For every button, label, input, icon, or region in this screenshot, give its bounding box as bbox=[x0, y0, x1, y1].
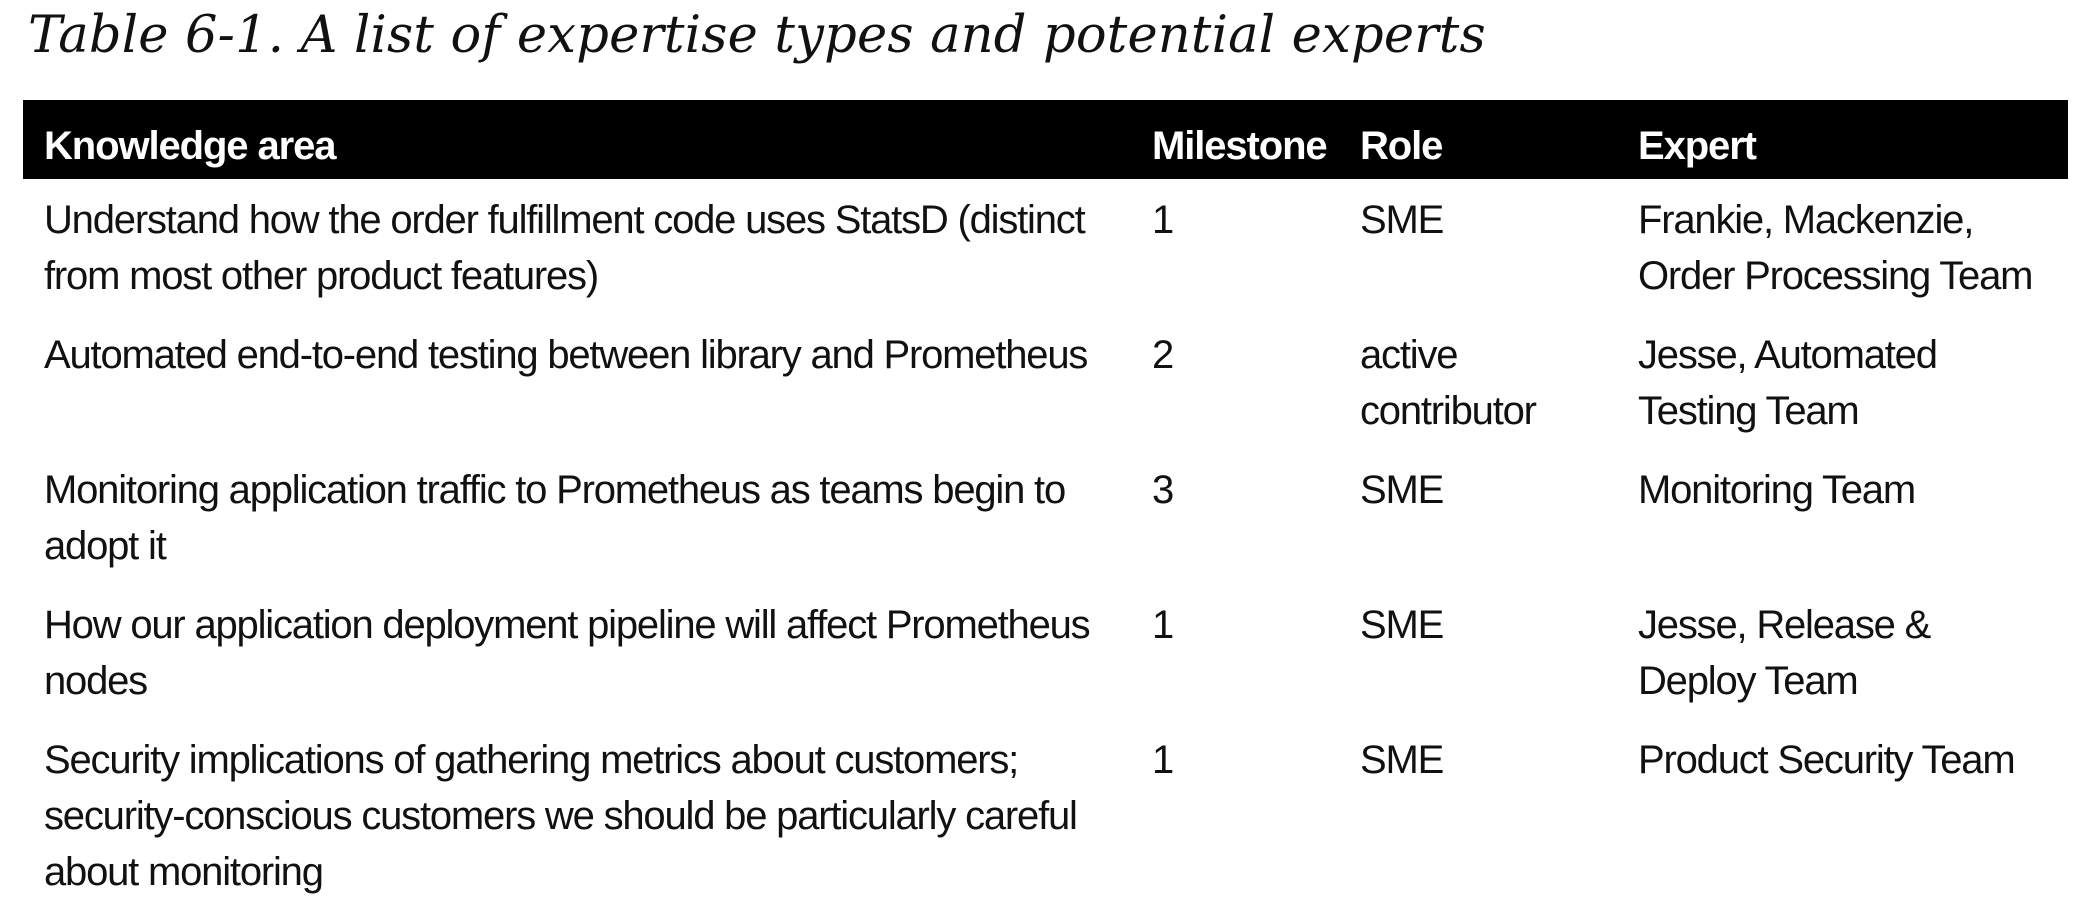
cell-role: active contributor bbox=[1360, 333, 1537, 433]
cell-role: SME bbox=[1360, 738, 1444, 782]
cell-milestone: 1 bbox=[1152, 198, 1174, 242]
cell-expert: Jesse, Automated Testing Team bbox=[1638, 333, 1938, 433]
cell-expert: Frankie, Mackenzie, Order Processing Tea… bbox=[1638, 198, 2033, 298]
table-row: Automated end-to-end testing between lib… bbox=[23, 314, 2068, 449]
cell-role: SME bbox=[1360, 603, 1444, 647]
header-milestone: Milestone bbox=[1152, 124, 1328, 168]
cell-milestone: 1 bbox=[1152, 738, 1174, 782]
header-role: Role bbox=[1360, 124, 1443, 168]
cell-role: SME bbox=[1360, 198, 1444, 242]
cell-role: SME bbox=[1360, 468, 1444, 512]
cell-knowledge-area: Security implications of gathering metri… bbox=[44, 738, 1078, 894]
table-body: Understand how the order fulfillment cod… bbox=[23, 179, 2068, 910]
cell-expert: Jesse, Release & Deploy Team bbox=[1638, 603, 1931, 703]
table-row: Security implications of gathering metri… bbox=[23, 719, 2068, 910]
cell-knowledge-area: Understand how the order fulfillment cod… bbox=[44, 198, 1086, 298]
cell-knowledge-area: How our application deployment pipeline … bbox=[44, 603, 1091, 703]
header-row: Knowledge area Milestone Role Expert bbox=[23, 100, 2068, 179]
table-row: Understand how the order fulfillment cod… bbox=[23, 179, 2068, 314]
table-caption: Table 6-1. A list of expertise types and… bbox=[28, 6, 1486, 65]
header-expert: Expert bbox=[1638, 124, 1757, 168]
cell-milestone: 1 bbox=[1152, 603, 1174, 647]
table-row: How our application deployment pipeline … bbox=[23, 584, 2068, 719]
cell-milestone: 2 bbox=[1152, 333, 1174, 377]
table-row: Monitoring application traffic to Promet… bbox=[23, 449, 2068, 584]
cell-milestone: 3 bbox=[1152, 468, 1174, 512]
cell-knowledge-area: Monitoring application traffic to Promet… bbox=[44, 468, 1066, 568]
expertise-table-container: Knowledge area Milestone Role Expert Und… bbox=[23, 100, 2068, 910]
cell-expert: Monitoring Team bbox=[1638, 468, 1916, 512]
table-header: Knowledge area Milestone Role Expert bbox=[23, 100, 2068, 179]
cell-expert: Product Security Team bbox=[1638, 738, 2016, 782]
cell-knowledge-area: Automated end-to-end testing between lib… bbox=[44, 333, 1088, 377]
header-knowledge-area: Knowledge area bbox=[44, 124, 336, 168]
expertise-table: Knowledge area Milestone Role Expert Und… bbox=[23, 100, 2068, 910]
